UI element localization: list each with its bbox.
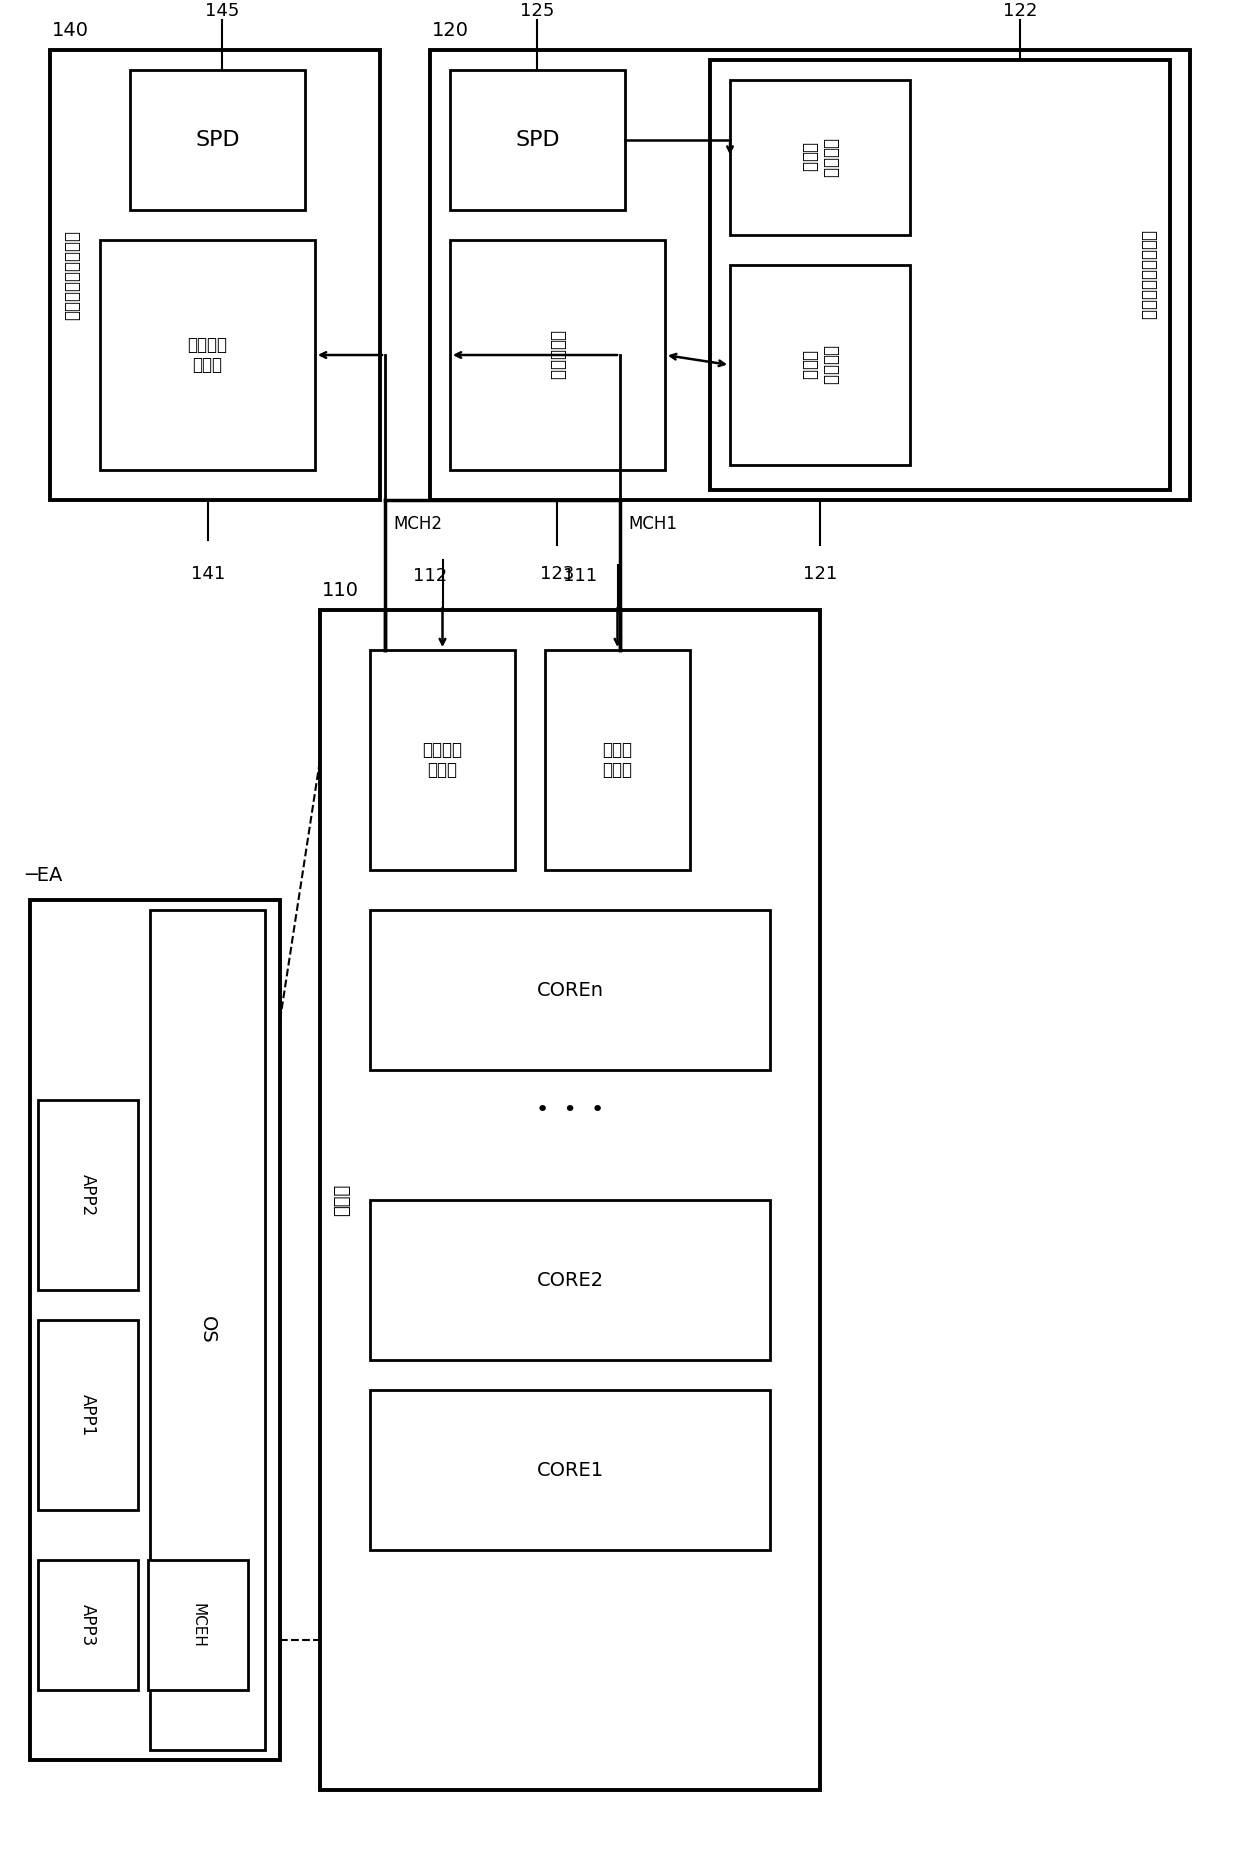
Text: 第二类型
存储器: 第二类型 存储器 xyxy=(801,137,839,178)
Text: 120: 120 xyxy=(432,20,469,41)
Text: MCH2: MCH2 xyxy=(393,514,441,533)
Text: 存储器
控制器: 存储器 控制器 xyxy=(603,741,632,780)
Bar xyxy=(450,71,625,210)
Text: SPD: SPD xyxy=(195,130,239,150)
Bar xyxy=(430,50,1190,500)
Text: 121: 121 xyxy=(802,565,837,583)
Text: 媒体控制器: 媒体控制器 xyxy=(548,331,567,381)
Text: ─EA: ─EA xyxy=(25,865,62,886)
Text: 140: 140 xyxy=(52,20,89,41)
Bar xyxy=(320,609,820,1790)
Text: 第二类型存储器模块: 第二类型存储器模块 xyxy=(1140,230,1157,319)
Bar xyxy=(370,910,770,1070)
Text: 第二类型存储器模块: 第二类型存储器模块 xyxy=(63,230,81,319)
Text: APP3: APP3 xyxy=(79,1604,97,1645)
Text: COREn: COREn xyxy=(537,980,604,999)
Text: 第一类型
存储器: 第一类型 存储器 xyxy=(187,336,227,375)
Bar xyxy=(370,1391,770,1551)
Text: 122: 122 xyxy=(1003,2,1037,20)
Text: CORE1: CORE1 xyxy=(537,1460,604,1480)
Text: 125: 125 xyxy=(520,2,554,20)
Text: 处理器: 处理器 xyxy=(334,1185,351,1216)
Bar xyxy=(370,650,515,869)
Bar xyxy=(130,71,305,210)
Bar xyxy=(730,80,910,236)
Text: SPD: SPD xyxy=(515,130,559,150)
Text: 145: 145 xyxy=(205,2,239,20)
Text: MCEH: MCEH xyxy=(191,1603,206,1647)
Text: MCH1: MCH1 xyxy=(627,514,677,533)
Text: 高速缓冲
存储器: 高速缓冲 存储器 xyxy=(423,741,463,780)
Bar xyxy=(730,266,910,464)
Bar xyxy=(150,910,265,1749)
Bar xyxy=(148,1560,248,1690)
Text: 110: 110 xyxy=(322,581,360,600)
Bar xyxy=(38,1560,138,1690)
Bar xyxy=(546,650,689,869)
Bar xyxy=(38,1320,138,1510)
Bar xyxy=(38,1099,138,1291)
Text: OS: OS xyxy=(198,1317,217,1344)
Text: APP2: APP2 xyxy=(79,1174,97,1216)
Bar xyxy=(50,50,379,500)
Bar xyxy=(370,1200,770,1359)
Text: 112: 112 xyxy=(413,566,448,585)
Text: 111: 111 xyxy=(563,566,598,585)
Text: 141: 141 xyxy=(191,565,226,583)
Bar xyxy=(711,59,1171,490)
Text: APP1: APP1 xyxy=(79,1395,97,1435)
Bar xyxy=(100,240,315,470)
Text: 第一类型
存储器: 第一类型 存储器 xyxy=(801,345,839,384)
Bar xyxy=(450,240,665,470)
Text: •  •  •: • • • xyxy=(536,1099,604,1120)
Text: CORE2: CORE2 xyxy=(537,1270,604,1289)
Text: 123: 123 xyxy=(539,565,574,583)
Bar xyxy=(30,901,280,1760)
